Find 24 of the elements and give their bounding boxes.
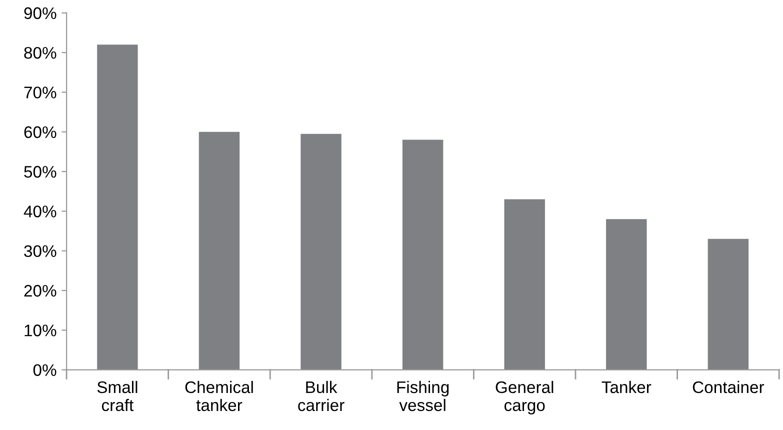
x-tick-label: Container [692, 380, 764, 394]
x-tick-label: Small craft [97, 380, 138, 412]
x-tick-label: Bulk carrier [298, 380, 344, 412]
y-tick-label: 60% [24, 126, 56, 138]
x-tick-label: Fishing vessel [397, 380, 449, 412]
y-tick-label: 30% [24, 245, 56, 258]
y-tick-label: 40% [24, 206, 56, 218]
bar [300, 134, 342, 370]
y-tick-label: 50% [24, 166, 56, 178]
bar [97, 44, 138, 370]
bar [708, 238, 749, 370]
x-tick-label: Chemical tanker [185, 380, 253, 412]
y-tick-label: 20% [24, 284, 56, 297]
y-tick-label: 10% [24, 324, 56, 336]
x-tick-label: Tanker [602, 380, 652, 394]
x-tick-label: General cargo [496, 380, 554, 414]
bar [606, 219, 647, 370]
y-tick-label: 90% [24, 7, 56, 20]
bar [402, 140, 444, 370]
y-tick-label: 0% [33, 364, 56, 376]
y-tick-label: 80% [24, 46, 56, 59]
bar [504, 199, 545, 370]
bar [198, 132, 240, 370]
y-tick-label: 70% [24, 86, 56, 98]
